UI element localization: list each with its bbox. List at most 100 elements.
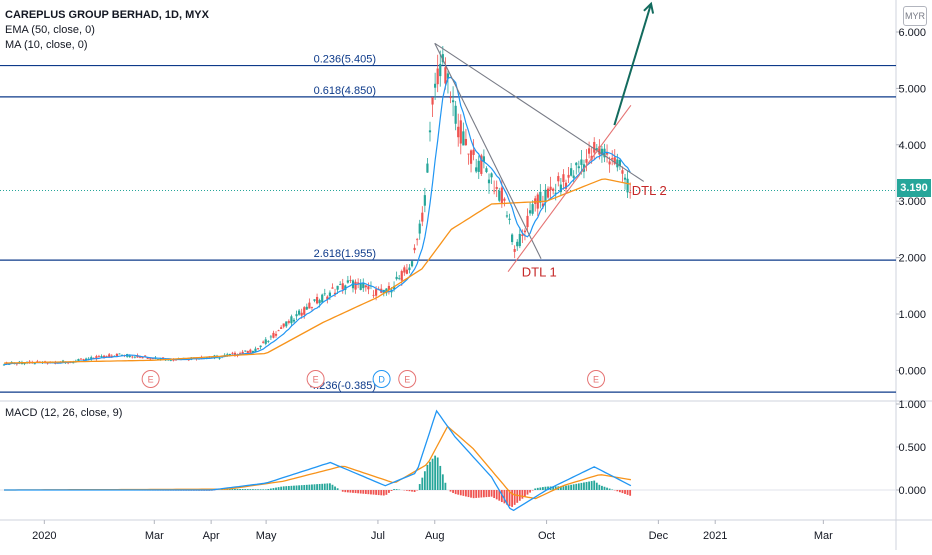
macd-histogram-bar bbox=[298, 485, 300, 490]
candle-body bbox=[265, 339, 267, 343]
candle-body bbox=[424, 195, 426, 206]
trendline bbox=[435, 43, 541, 258]
candle-body bbox=[303, 307, 305, 315]
candle-body bbox=[321, 295, 323, 303]
macd-histogram-bar bbox=[421, 478, 423, 490]
macd-histogram-bar bbox=[465, 490, 467, 496]
currency-badge[interactable]: MYR bbox=[903, 6, 927, 26]
candle-body bbox=[275, 334, 277, 336]
macd-histogram-bar bbox=[378, 490, 380, 495]
candle-body bbox=[588, 148, 590, 153]
candle-body bbox=[337, 286, 339, 290]
candle-body bbox=[562, 174, 564, 182]
candle-body bbox=[421, 213, 423, 222]
candle-body bbox=[131, 357, 133, 358]
macd-histogram-bar bbox=[580, 483, 582, 490]
macd-histogram-bar bbox=[527, 490, 529, 495]
macd-histogram-bar bbox=[255, 489, 257, 490]
macd-histogram-bar bbox=[265, 489, 267, 490]
candle-body bbox=[593, 142, 595, 153]
ma-legend[interactable]: MA (10, close, 0) bbox=[5, 38, 209, 53]
macd-histogram-bar bbox=[285, 486, 287, 490]
macd-histogram-bar bbox=[586, 482, 588, 490]
macd-histogram-bar bbox=[611, 489, 613, 490]
candle-body bbox=[285, 321, 287, 326]
macd-histogram-bar bbox=[267, 489, 269, 490]
ma10-line bbox=[4, 77, 630, 364]
macd-histogram-bar bbox=[237, 489, 239, 490]
macd-histogram-bar bbox=[344, 490, 346, 492]
candle-body bbox=[529, 210, 531, 213]
macd-histogram-bar bbox=[432, 459, 434, 490]
macd-histogram-bar bbox=[570, 485, 572, 490]
macd-histogram-bar bbox=[462, 490, 464, 496]
candle-body bbox=[462, 131, 464, 145]
time-tick-label: May bbox=[256, 530, 277, 542]
price-tick-label: 0.000 bbox=[898, 365, 926, 377]
candle-body bbox=[257, 348, 259, 349]
macd-histogram-bar bbox=[516, 490, 518, 503]
price-tick-label: 3.000 bbox=[898, 196, 926, 208]
macd-histogram-bar bbox=[311, 484, 313, 490]
candle-body bbox=[372, 295, 374, 296]
macd-histogram-bar bbox=[470, 490, 472, 498]
macd-histogram-bar bbox=[388, 490, 390, 493]
macd-histogram-bar bbox=[347, 490, 349, 492]
candle-body bbox=[411, 261, 413, 266]
macd-histogram-bar bbox=[370, 490, 372, 494]
macd-histogram-bar bbox=[314, 484, 316, 490]
macd-histogram-bar bbox=[375, 490, 377, 495]
macd-histogram-bar bbox=[362, 490, 364, 494]
fib-level-label: 0.236(5.405) bbox=[314, 54, 376, 66]
macd-histogram-bar bbox=[321, 484, 323, 490]
macd-histogram-bar bbox=[591, 481, 593, 490]
candle-body bbox=[290, 316, 292, 323]
macd-histogram-bar bbox=[396, 489, 398, 490]
candle-body bbox=[396, 277, 398, 279]
macd-histogram-bar bbox=[455, 490, 457, 494]
candle-body bbox=[129, 356, 131, 357]
macd-legend[interactable]: MACD (12, 26, close, 9) bbox=[5, 407, 122, 419]
candle-body bbox=[434, 84, 436, 88]
candle-body bbox=[311, 307, 313, 308]
candle-body bbox=[460, 120, 462, 143]
macd-tick-label: 0.000 bbox=[898, 485, 926, 497]
ema-legend[interactable]: EMA (50, close, 0) bbox=[5, 23, 209, 38]
candle-body bbox=[526, 216, 528, 227]
macd-histogram-bar bbox=[442, 474, 444, 490]
macd-histogram-bar bbox=[609, 489, 611, 490]
candle-body bbox=[347, 280, 349, 282]
macd-histogram-bar bbox=[437, 457, 439, 490]
macd-histogram-bar bbox=[275, 488, 277, 490]
candle-body bbox=[501, 188, 503, 204]
macd-histogram-bar bbox=[260, 489, 262, 490]
candle-body bbox=[413, 248, 415, 250]
macd-histogram-bar bbox=[257, 489, 259, 490]
candle-body bbox=[82, 359, 84, 360]
time-tick-label: Aug bbox=[425, 530, 445, 542]
candle-body bbox=[524, 231, 526, 233]
candle-body bbox=[452, 100, 454, 102]
macd-histogram-bar bbox=[342, 490, 344, 492]
time-tick-label: Apr bbox=[203, 530, 220, 542]
candle-body bbox=[437, 68, 439, 84]
time-tick-label: Jul bbox=[371, 530, 385, 542]
candle-body bbox=[503, 199, 505, 201]
macd-histogram-bar bbox=[427, 465, 429, 490]
macd-histogram-bar bbox=[350, 490, 352, 493]
macd-histogram-bar bbox=[622, 490, 624, 493]
candle-body bbox=[331, 287, 333, 288]
candle-body bbox=[470, 150, 472, 163]
macd-histogram-bar bbox=[578, 483, 580, 490]
symbol-title[interactable]: CAREPLUS GROUP BERHAD, 1D, MYX bbox=[5, 8, 209, 23]
macd-histogram-bar bbox=[319, 484, 321, 490]
time-tick-label: Mar bbox=[814, 530, 833, 542]
trendline bbox=[508, 105, 631, 271]
macd-histogram-bar bbox=[383, 490, 385, 496]
candle-body bbox=[316, 297, 318, 303]
candle-body bbox=[218, 358, 220, 359]
macd-histogram-bar bbox=[593, 481, 595, 490]
macd-histogram-bar bbox=[606, 488, 608, 490]
